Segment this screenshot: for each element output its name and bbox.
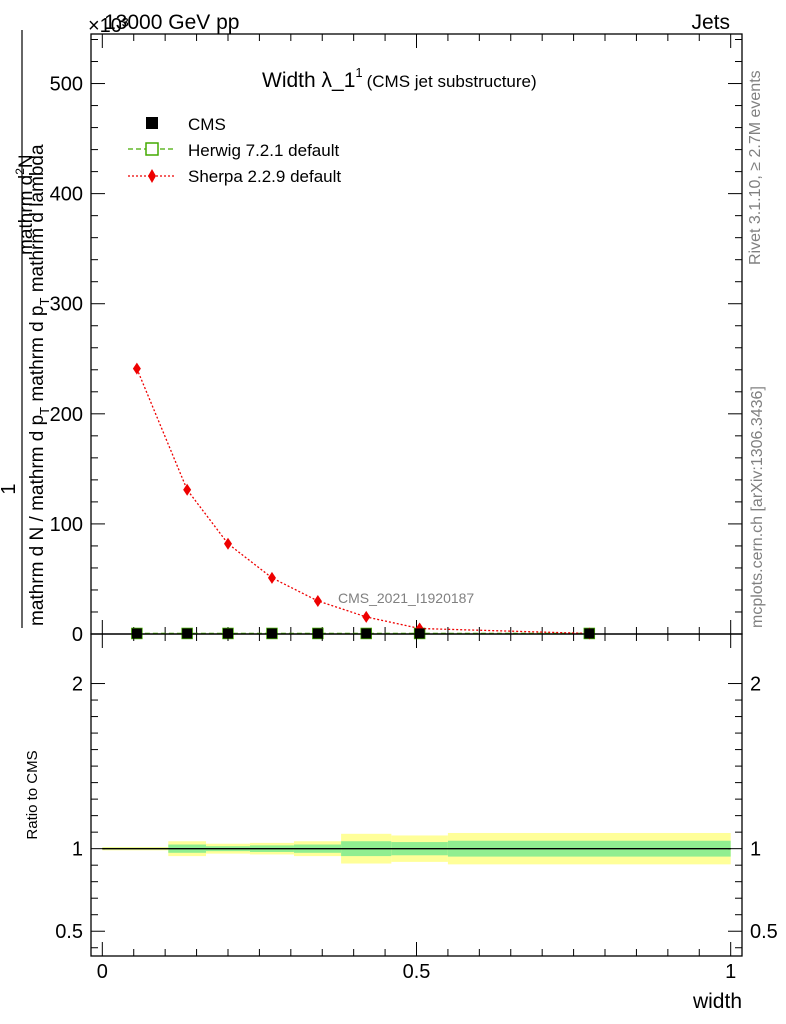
chart-subtitle: (CMS jet substructure) — [367, 72, 537, 91]
ylabel-sub-2: T — [37, 298, 52, 306]
analysis-watermark: CMS_2021_I1920187 — [338, 590, 474, 606]
ratio-xtick-label: 1 — [725, 961, 736, 983]
y-multiplier: ×10³ — [88, 15, 129, 37]
mcplots-label: mcplots.cern.ch [arXiv:1306.3436] — [749, 386, 766, 628]
main-axis-ticks — [91, 34, 742, 635]
legend-marker-sherpa — [148, 169, 156, 183]
svg-text:mathrm d N / mathrm d pT mathr: mathrm d N / mathrm d pT mathrm d pT mat… — [27, 144, 52, 626]
legend-label-cms: CMS — [188, 115, 226, 134]
sherpa-point — [183, 483, 192, 496]
ratio-ytick-label: 1 — [72, 839, 83, 861]
ratio-ytick-label-right: 1 — [750, 839, 761, 861]
sherpa-point — [362, 610, 371, 623]
x-axis-label: width — [692, 990, 742, 1013]
ratio-ytick-label-right: 0.5 — [750, 921, 778, 943]
series-line-2 — [136, 368, 590, 635]
ratio-tick-labels: 0.5 0.5 1 1 2 2 0 0.5 1 — [55, 674, 778, 983]
main-ytick-label: 200 — [50, 404, 83, 426]
chart-title: Width λ_11 (CMS jet substructure) — [262, 65, 537, 92]
svg-text:mathrm d2N: mathrm d2N — [13, 154, 37, 255]
ylabel-den-part1: mathrm d N / mathrm d p — [27, 415, 48, 626]
main-ytick-label: 300 — [50, 294, 83, 316]
ratio-xtick-label: 0.5 — [403, 961, 431, 983]
sherpa-point — [313, 594, 322, 607]
main-ytick-label: 0 — [72, 624, 83, 646]
ylabel-numer-part1: mathrm d — [16, 175, 37, 255]
ratio-axis-ticks — [91, 634, 742, 956]
ylabel-den-part3: mathrm d lambda — [27, 144, 48, 292]
ylabel-den-part2: mathrm d p — [27, 306, 48, 402]
header-left: 13000 GeV pp — [104, 11, 239, 34]
main-ytick-label: 500 — [50, 74, 83, 96]
legend-label-herwig: Herwig 7.2.1 default — [188, 141, 339, 160]
ylabel-numer-part2: N — [16, 154, 37, 168]
sherpa-point — [267, 571, 276, 584]
main-ytick-label: 100 — [50, 514, 83, 536]
main-ylabel: 1 mathrm d N / mathrm d pT mathrm d pT m… — [0, 30, 52, 628]
ylabel-numerator: 1 — [0, 483, 20, 494]
legend-label-sherpa: Sherpa 2.2.9 default — [188, 167, 341, 186]
ratio-ytick-label: 2 — [72, 674, 83, 696]
legend-marker-cms — [146, 117, 158, 129]
main-y-tick-labels: 0 100 200 300 400 500 — [50, 74, 83, 646]
ratio-ytick-label: 0.5 — [55, 921, 83, 943]
ylabel-denominator: mathrm d N / mathrm d pT mathrm d pT mat… — [27, 144, 52, 626]
sherpa-point — [223, 537, 232, 550]
legend: CMS Herwig 7.2.1 default Sherpa 2.2.9 de… — [128, 115, 341, 186]
ratio-xtick-label: 0 — [97, 961, 108, 983]
ratio-ylabel: Ratio to CMS — [24, 750, 41, 839]
ylabel-numer-sup: 2 — [13, 168, 27, 175]
chart-title-sup: 1 — [355, 65, 362, 80]
header-right: Jets — [691, 11, 730, 34]
ratio-ytick-label-right: 2 — [750, 674, 761, 696]
chart-title-main: Width λ_1 — [262, 69, 355, 92]
ylabel-sub-1: T — [37, 407, 52, 415]
rivet-label: Rivet 3.1.10, ≥ 2.7M events — [747, 70, 764, 265]
sherpa-point — [132, 362, 141, 375]
main-ytick-label: 400 — [50, 184, 83, 206]
ylabel-numer-expr: mathrm d2N — [13, 154, 37, 255]
ratio-plot-frame — [90, 633, 743, 957]
legend-marker-herwig — [145, 142, 159, 156]
